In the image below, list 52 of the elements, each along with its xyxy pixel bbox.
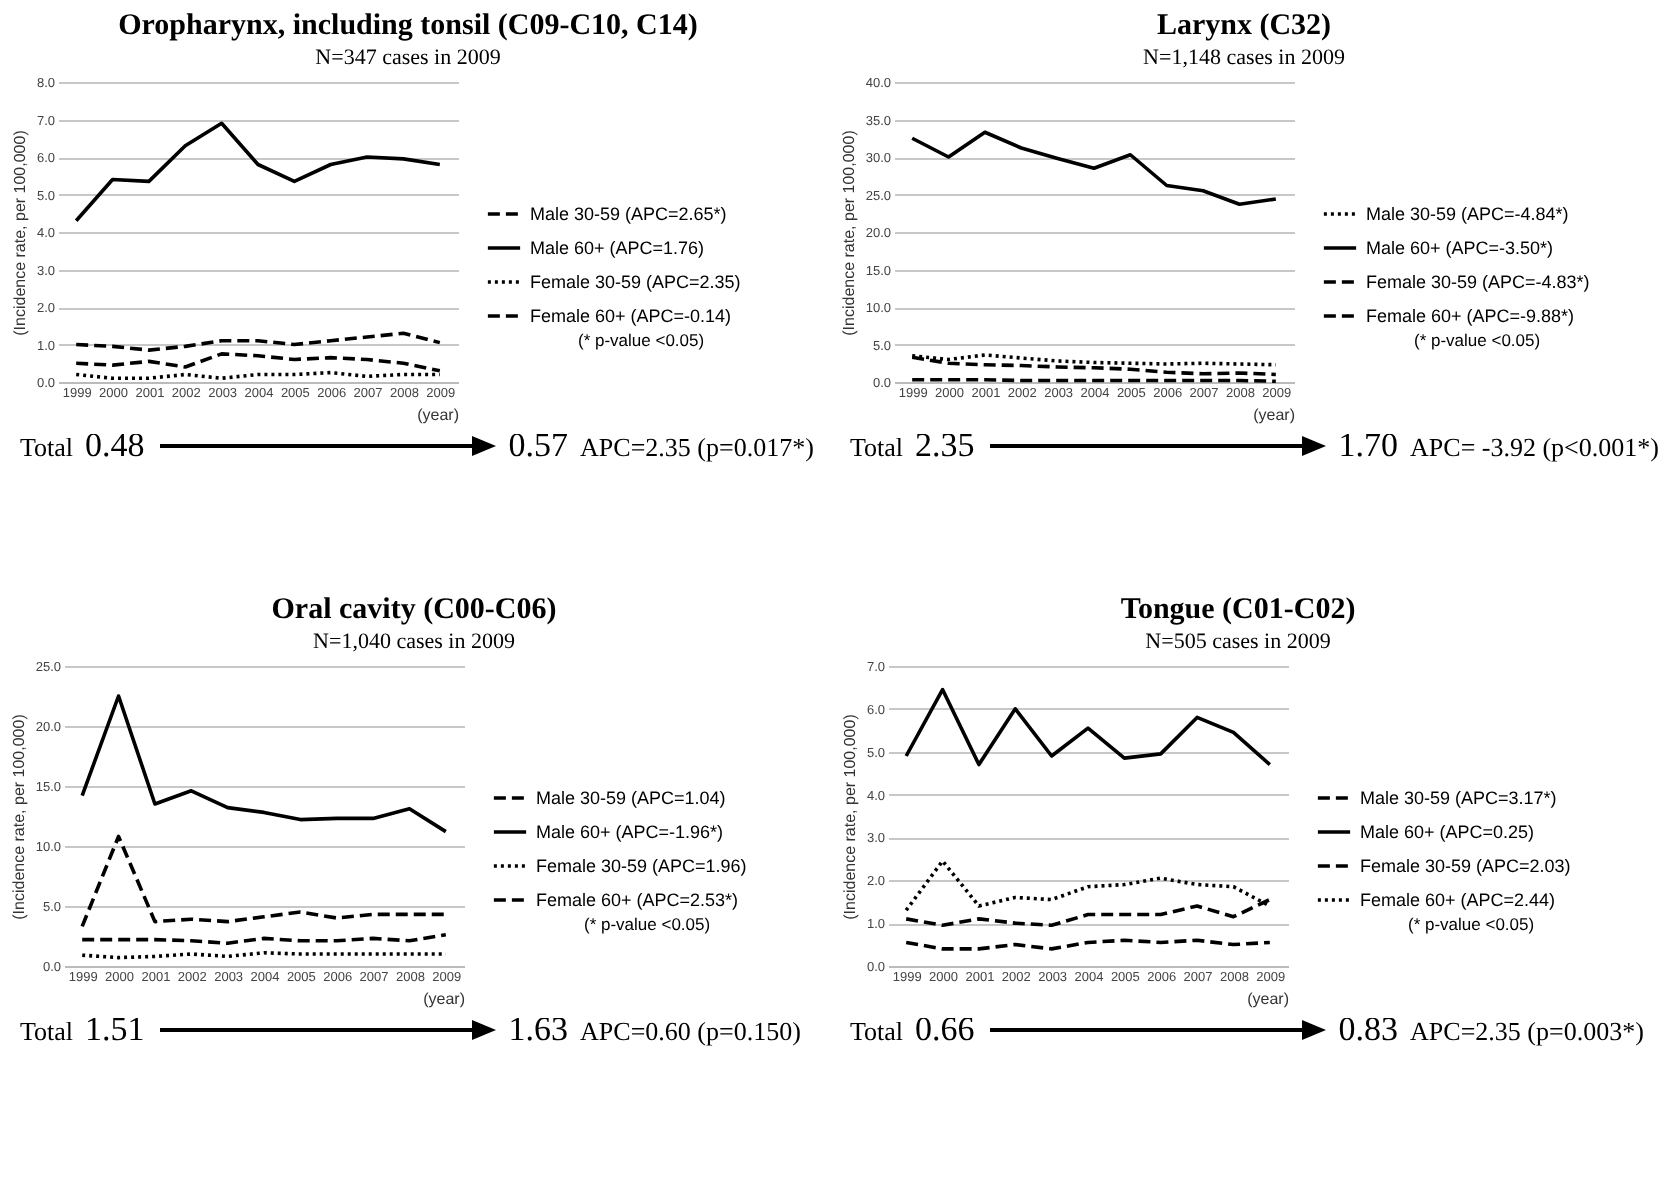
- chart-title: Larynx (C32): [1156, 10, 1332, 42]
- text: Total: [850, 432, 904, 464]
- legend-label: Female 60+ (APC=-9.88*): [1366, 306, 1575, 326]
- legend-label: Male 60+ (APC=-1.96*): [536, 822, 724, 842]
- chart-subtitle: N=347 cases in 2009: [315, 46, 502, 70]
- x-axis-title: (year): [1253, 406, 1296, 424]
- text: APC= -3.92 (p<0.001*): [1410, 432, 1659, 464]
- chart-subtitle: N=1,148 cases in 2009: [1143, 46, 1346, 70]
- legend-label: Female 30-59 (APC=2.03): [1360, 856, 1571, 876]
- text: 1.63: [508, 1010, 569, 1050]
- legend-label: Male 60+ (APC=1.76): [530, 238, 705, 258]
- text: (* p-value <0.05): [1408, 914, 1535, 934]
- text: 1.70: [1338, 426, 1399, 466]
- legend-label: Female 60+ (APC=2.53*): [536, 890, 739, 910]
- text: APC=2.35 (p=0.017*): [580, 432, 814, 464]
- legend-label: Male 30-59 (APC=-4.84*): [1366, 204, 1569, 224]
- y-axis-title: (Incidence rate, per 100,000): [839, 129, 858, 336]
- chart-title: Oropharynx, including tonsil (C09-C10, C14): [118, 10, 698, 42]
- legend-label: Male 30-59 (APC=3.17*): [1360, 788, 1557, 808]
- legend-label: Male 60+ (APC=0.25): [1360, 822, 1535, 842]
- text: 0.83: [1338, 1010, 1399, 1050]
- text: 0.48: [85, 426, 145, 466]
- legend-label: Female 60+ (APC=2.44): [1360, 890, 1556, 910]
- legend-label: Female 30-59 (APC=-4.83*): [1366, 272, 1590, 292]
- text: Total: [850, 1016, 904, 1048]
- legend-label: Female 30-59 (APC=2.35): [530, 272, 741, 292]
- chart-subtitle: N=505 cases in 2009: [1145, 630, 1332, 654]
- y-axis-title: (Incidence rate, per 100,000): [840, 713, 859, 920]
- text: APC=0.60 (p=0.150): [580, 1016, 801, 1048]
- legend-label: Female 60+ (APC=-0.14): [530, 306, 732, 326]
- legend-label: Male 30-59 (APC=2.65*): [530, 204, 727, 224]
- y-axis-title: (Incidence rate, per 100,000): [9, 713, 28, 920]
- x-axis-title: (year): [417, 406, 460, 424]
- text: APC=2.35 (p=0.003*): [1410, 1016, 1644, 1048]
- text: Total: [20, 1016, 74, 1048]
- text: 0.66: [915, 1010, 975, 1050]
- legend-label: Male 30-59 (APC=1.04): [536, 788, 726, 808]
- x-axis-title: (year): [423, 990, 466, 1008]
- legend-label: Male 60+ (APC=-3.50*): [1366, 238, 1554, 258]
- text: 2.35: [915, 426, 975, 466]
- y-axis-title: (Incidence rate, per 100,000): [10, 129, 29, 336]
- text: Total: [20, 432, 74, 464]
- text: 0.57: [508, 426, 569, 466]
- text: (* p-value <0.05): [584, 914, 711, 934]
- chart-title: Oral cavity (C00-C06): [271, 594, 557, 626]
- text: 1.51: [85, 1010, 145, 1050]
- legend-label: Female 30-59 (APC=1.96): [536, 856, 747, 876]
- x-axis-title: (year): [1247, 990, 1290, 1008]
- text: (* p-value <0.05): [1414, 330, 1541, 350]
- chart-subtitle: N=1,040 cases in 2009: [313, 630, 516, 654]
- chart-title: Tongue (C01-C02): [1120, 594, 1356, 626]
- text: (* p-value <0.05): [578, 330, 705, 350]
